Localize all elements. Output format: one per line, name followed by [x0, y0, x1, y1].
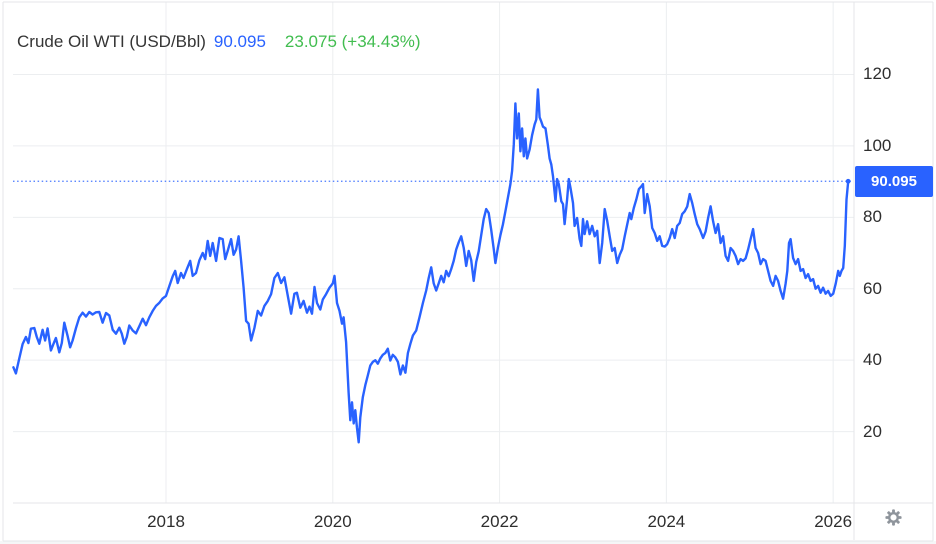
y-axis-tick-label: 100	[863, 135, 892, 155]
chart-settings-button[interactable]	[879, 504, 907, 530]
y-axis-tick-label: 40	[863, 350, 882, 370]
gear-tooth	[886, 519, 891, 524]
y-axis-tick-label: 120	[863, 64, 892, 84]
price-line[interactable]	[12, 88, 850, 444]
gear-tooth	[897, 515, 902, 519]
y-axis-tick-label: 60	[863, 278, 882, 298]
current-price-tag-label: 90.095	[871, 172, 917, 190]
current-price-tag: 90.095	[855, 165, 933, 197]
gear-tooth	[886, 510, 891, 515]
price-change-value: 23.075 (+34.43%)	[284, 32, 421, 51]
x-axis-tick-label: 2024	[647, 512, 686, 531]
gear-tooth	[895, 510, 900, 515]
gear-tooth	[891, 508, 895, 513]
x-axis-tick-label: 2022	[480, 512, 519, 531]
gear-tooth	[891, 521, 895, 526]
x-axis-tick-label: 2020	[313, 512, 352, 531]
y-axis-tick-label: 80	[863, 207, 882, 227]
x-axis-tick-label: 2026	[814, 512, 853, 531]
chart-header: Crude Oil WTI (USD/Bbl) 90.095 23.075 (+34…	[17, 32, 421, 52]
price-line-endpoint	[845, 178, 851, 184]
x-axis-tick-label: 2018	[147, 512, 185, 531]
instrument-title: Crude Oil WTI (USD/Bbl)	[17, 32, 206, 51]
gear-tooth	[895, 519, 900, 524]
gear-icon	[884, 508, 902, 526]
gear-tooth	[884, 515, 889, 519]
last-price-value: 90.095	[213, 32, 266, 51]
y-axis-tick-label: 20	[863, 421, 882, 441]
page-background-strip	[0, 541, 936, 544]
